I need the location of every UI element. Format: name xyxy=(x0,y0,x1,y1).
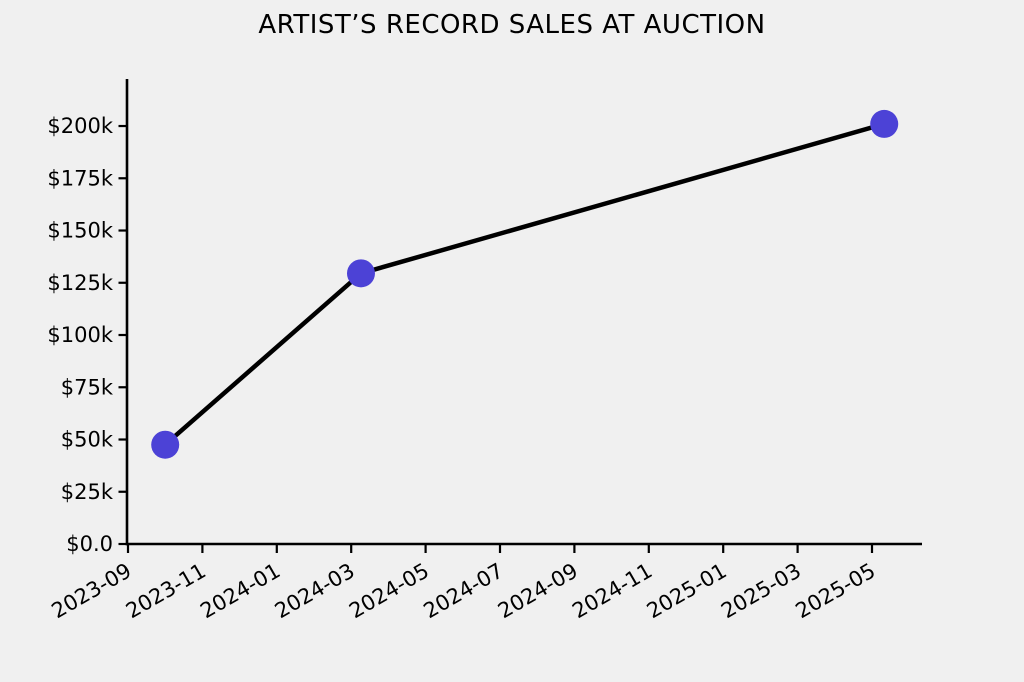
data-point-marker xyxy=(346,259,375,288)
y-axis-tick-label: $25k xyxy=(61,480,114,504)
data-point-marker xyxy=(151,430,180,459)
y-axis-tick-label: $200k xyxy=(47,114,113,138)
x-axis-tick-label: 2024-11 xyxy=(568,559,656,624)
x-axis-tick-label: 2025-03 xyxy=(717,559,805,624)
y-axis-tick-label: $50k xyxy=(61,428,114,452)
x-axis-tick-label: 2025-05 xyxy=(792,559,880,624)
y-axis-tick-label: $100k xyxy=(47,323,113,347)
data-line xyxy=(162,121,887,447)
x-axis-tick-label: 2024-03 xyxy=(271,559,359,624)
x-axis-tick-label: 2023-11 xyxy=(122,559,210,624)
x-axis-tick-label: 2024-09 xyxy=(494,559,582,624)
x-axis-tick-label: 2024-01 xyxy=(196,559,284,624)
y-axis-tick-label: $175k xyxy=(47,166,113,190)
x-axis-tick-label: 2023-09 xyxy=(48,559,136,624)
x-axis-tick-label: 2024-07 xyxy=(420,559,508,624)
data-point-marker xyxy=(870,109,899,138)
y-axis-tick-label: $0.0 xyxy=(66,532,113,556)
chart-title: ARTIST’S RECORD SALES AT AUCTION xyxy=(258,10,766,40)
y-axis-tick-label: $125k xyxy=(47,271,113,295)
x-axis-tick-label: 2025-01 xyxy=(643,559,731,624)
y-axis-tick-label: $150k xyxy=(47,219,113,243)
x-axis-tick-label: 2024-05 xyxy=(345,559,433,624)
y-axis-tick-label: $75k xyxy=(61,375,114,399)
